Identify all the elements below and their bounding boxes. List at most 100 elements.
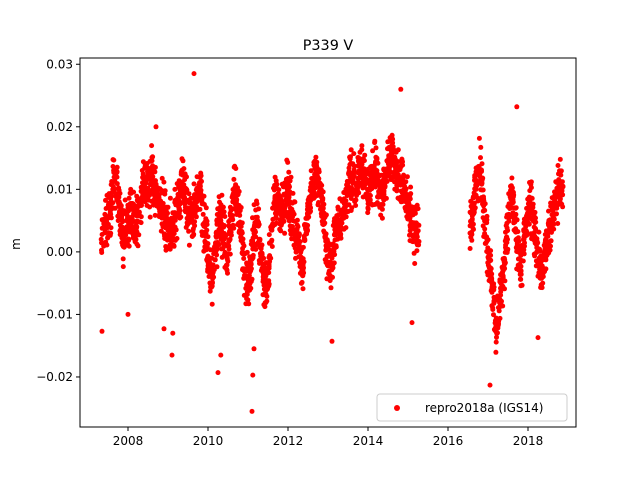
data-point <box>532 226 538 231</box>
data-point <box>275 193 281 199</box>
data-point <box>146 193 152 199</box>
data-point <box>512 218 518 224</box>
data-point <box>482 226 488 232</box>
data-point <box>236 203 242 208</box>
data-point <box>122 197 128 203</box>
data-point <box>278 211 284 217</box>
data-point <box>515 235 521 241</box>
data-point <box>172 217 178 223</box>
data-point <box>557 196 563 202</box>
chart-title: P339 V <box>303 38 354 54</box>
data-point <box>152 212 158 218</box>
data-point <box>530 218 536 224</box>
data-point <box>269 224 275 230</box>
data-point <box>136 232 142 238</box>
data-point <box>263 273 269 278</box>
data-point <box>244 296 250 302</box>
data-point <box>389 132 395 138</box>
data-point <box>509 175 515 181</box>
data-point <box>326 268 332 274</box>
data-point <box>353 186 359 192</box>
data-point <box>209 274 215 280</box>
data-point <box>343 214 349 220</box>
data-point <box>471 226 476 232</box>
data-point <box>107 207 113 213</box>
data-point <box>555 221 561 226</box>
data-point <box>374 168 380 174</box>
data-point <box>266 283 272 289</box>
data-point <box>147 204 153 210</box>
data-point <box>413 230 419 236</box>
data-point <box>108 225 114 231</box>
data-point <box>126 243 132 249</box>
data-point <box>114 169 120 175</box>
data-point <box>551 216 557 222</box>
data-point <box>470 202 476 208</box>
data-point <box>149 174 155 180</box>
axis-ticks: 2008 2010 2012 2014 2016 2018 −0.02 −0.01 0.00 0.… <box>36 57 543 448</box>
data-point <box>514 229 519 235</box>
data-point <box>470 211 476 217</box>
data-point <box>197 193 203 199</box>
data-point <box>313 154 319 160</box>
data-point <box>403 179 409 185</box>
plot-frame <box>79 57 577 428</box>
data-point <box>554 211 559 217</box>
data-point <box>379 206 385 212</box>
data-point <box>301 259 307 265</box>
data-point <box>543 257 549 263</box>
data-point <box>521 251 527 257</box>
data-point <box>246 273 252 278</box>
data-point <box>214 252 220 258</box>
data-point <box>365 206 371 212</box>
data-point <box>253 234 259 240</box>
data-point <box>514 104 520 110</box>
data-point <box>225 270 230 276</box>
data-point <box>281 218 287 224</box>
data-point <box>488 274 494 280</box>
data-point <box>490 307 496 312</box>
data-point <box>102 229 108 235</box>
data-point <box>256 206 262 212</box>
data-point <box>320 222 326 228</box>
data-point <box>259 251 265 257</box>
data-point <box>110 200 116 206</box>
data-point <box>227 213 233 219</box>
data-point <box>557 156 563 162</box>
data-point <box>152 186 158 192</box>
data-point <box>197 181 203 187</box>
data-point <box>231 176 237 182</box>
data-point <box>479 180 485 186</box>
y-tick-label: 0.03 <box>46 57 73 71</box>
data-point <box>330 274 335 280</box>
data-point <box>479 175 485 181</box>
x-tick-label: 2014 <box>353 434 384 448</box>
data-point <box>249 408 255 414</box>
data-point <box>373 145 379 151</box>
data-point <box>182 186 188 192</box>
data-point <box>539 285 545 291</box>
data-point <box>323 212 329 218</box>
data-point <box>539 270 545 276</box>
data-point <box>551 205 557 211</box>
data-point <box>554 200 560 206</box>
data-point <box>468 234 474 240</box>
data-point <box>497 299 503 305</box>
data-point <box>296 231 302 237</box>
data-point <box>266 261 272 267</box>
data-point <box>290 218 296 224</box>
data-point <box>167 246 173 252</box>
data-point <box>191 232 196 238</box>
data-point <box>239 230 245 236</box>
data-point <box>395 159 401 165</box>
data-point <box>291 199 297 205</box>
data-point <box>328 285 334 291</box>
y-tick-label: 0.00 <box>46 245 73 259</box>
data-point <box>188 195 194 201</box>
data-point <box>290 209 296 215</box>
data-point <box>305 222 311 228</box>
data-point <box>410 224 416 230</box>
data-point <box>487 258 492 264</box>
data-point <box>120 264 126 270</box>
data-point <box>372 138 378 144</box>
